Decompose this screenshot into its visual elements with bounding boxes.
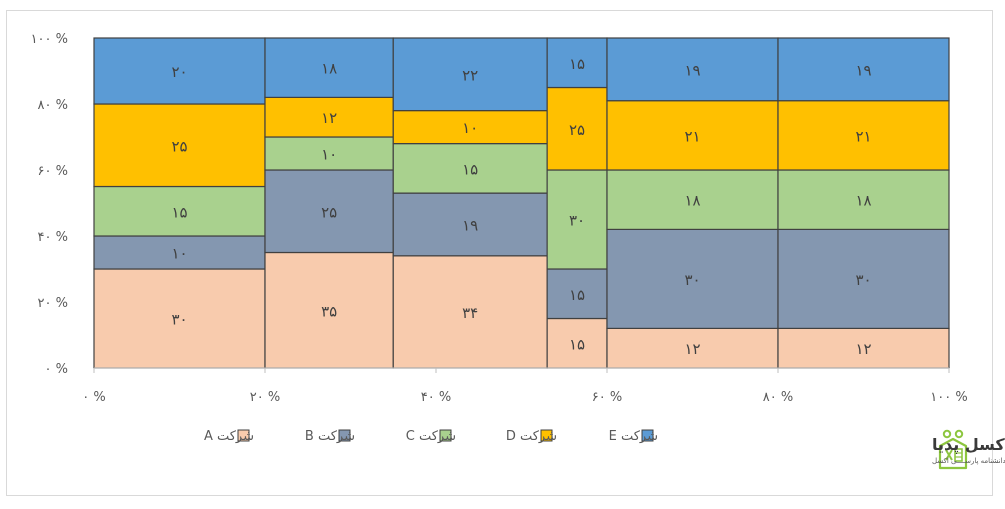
data-label: ۳۰: [171, 311, 187, 329]
data-label: ۱۹: [462, 216, 478, 234]
bar-segment: [777, 327, 950, 369]
legend-swatch: [237, 429, 250, 442]
bar-segment: [392, 192, 548, 257]
y-tick-label: ۲۰ %: [38, 296, 68, 311]
bar-segment: [606, 327, 779, 369]
data-label: ۱۹: [855, 61, 871, 79]
bar-segment: [264, 37, 394, 99]
legend: شرکت A شرکت B شرکت C شرکت D شرکت E: [204, 429, 658, 444]
logo-title: اکسل پدیا: [932, 435, 1005, 455]
data-label: ۲۲: [462, 66, 478, 84]
data-label: ۱۰: [171, 245, 187, 263]
data-label: ۲۰: [171, 63, 187, 81]
legend-swatch: [439, 429, 452, 442]
y-tick-label: ۸۰ %: [38, 98, 68, 113]
data-label: ۱۸: [684, 192, 700, 210]
bar-segment: [777, 228, 950, 329]
chart-bars: [93, 37, 950, 369]
data-label: ۱۵: [462, 160, 478, 178]
data-label: ۱۲: [855, 340, 871, 358]
bar-segment: [777, 169, 950, 231]
data-label: ۱۸: [321, 60, 337, 78]
bar-segment: [606, 37, 779, 102]
data-label: ۲۱: [855, 127, 871, 145]
x-tick-label: ۴۰ %: [421, 390, 451, 405]
bar-segment: [777, 100, 950, 171]
legend-label: شرکت A: [204, 429, 254, 444]
data-label: ۲۵: [171, 137, 187, 155]
x-tick-label: ۱۰۰ %: [930, 390, 967, 405]
bar-segment: [606, 228, 779, 329]
logo-icon: [938, 429, 968, 470]
bar-segment: [392, 37, 548, 112]
y-tick-label: ۴۰ %: [38, 230, 68, 245]
data-label: ۱۵: [569, 335, 585, 353]
legend-label: شرکت E: [609, 429, 658, 444]
logo: اکسل پدیا دانشنامه پارســــی اکسل: [932, 429, 1005, 470]
data-label: ۱۲: [684, 340, 700, 358]
bar-segment: [606, 169, 779, 231]
data-label: ۱۵: [171, 203, 187, 221]
legend-swatch: [338, 429, 351, 442]
data-label: ۳۰: [855, 271, 871, 289]
bar-segment: [546, 268, 608, 320]
legend-label: شرکت C: [406, 429, 456, 444]
data-label: ۲۵: [321, 203, 337, 221]
y-axis-ticks: ۰ % ۲۰ % ۴۰ % ۶۰ % ۸۰ % ۱۰۰ %: [31, 32, 68, 377]
data-label: ۲۱: [684, 127, 700, 145]
legend-label: شرکت D: [506, 429, 557, 444]
data-label: ۳۴: [462, 304, 478, 322]
logo-subtitle: دانشنامه پارســــی اکسل: [932, 457, 1005, 465]
legend-swatch: [641, 429, 654, 442]
bar-segment: [264, 251, 394, 369]
data-label: ۱۵: [569, 55, 585, 73]
y-tick-label: ۰ %: [45, 362, 68, 377]
bar-segment: [546, 86, 608, 171]
data-label: ۳۰: [684, 271, 700, 289]
x-tick-label: ۶۰ %: [592, 390, 622, 405]
bar-segment: [392, 109, 548, 145]
data-label: ۱۸: [855, 192, 871, 210]
legend-label: شرکت B: [305, 429, 355, 444]
y-tick-label: ۱۰۰ %: [31, 32, 68, 47]
legend-swatch: [540, 429, 553, 442]
y-tick-label: ۶۰ %: [38, 164, 68, 179]
data-label: ۱۹: [684, 61, 700, 79]
data-labels: ۳۰ ۱۰ ۱۵ ۲۵ ۲۰ ۳۵ ۲۵ ۱۰ ۱۲ ۱۸ ۳۴ ۱۹ ۱۵ ۱۰ ۲۲ ۱۵ ۱۵ ۳۰ ۲۵ ۱۵…: [171, 55, 871, 358]
data-label: ۱۵: [569, 286, 585, 304]
data-label: ۱۰: [462, 119, 478, 137]
bar-segment: [546, 169, 608, 270]
data-label: ۱۰: [321, 146, 337, 164]
x-tick-label: ۸۰ %: [763, 390, 793, 405]
x-axis-ticks: ۰ % ۲۰ % ۴۰ % ۶۰ % ۸۰ % ۱۰۰ %: [82, 368, 968, 405]
bar-segment: [93, 37, 266, 105]
bar-segment: [777, 37, 950, 102]
x-tick-label: ۲۰ %: [250, 390, 280, 405]
bar-segment: [546, 317, 608, 369]
bar-segment: [606, 100, 779, 171]
data-label: ۳۰: [569, 212, 585, 230]
data-label: ۳۵: [321, 302, 337, 320]
bar-segment: [264, 136, 394, 171]
data-label: ۲۵: [569, 121, 585, 139]
bar-segment: [546, 37, 608, 89]
data-label: ۱۲: [321, 109, 337, 127]
x-tick-label: ۰ %: [82, 390, 105, 405]
